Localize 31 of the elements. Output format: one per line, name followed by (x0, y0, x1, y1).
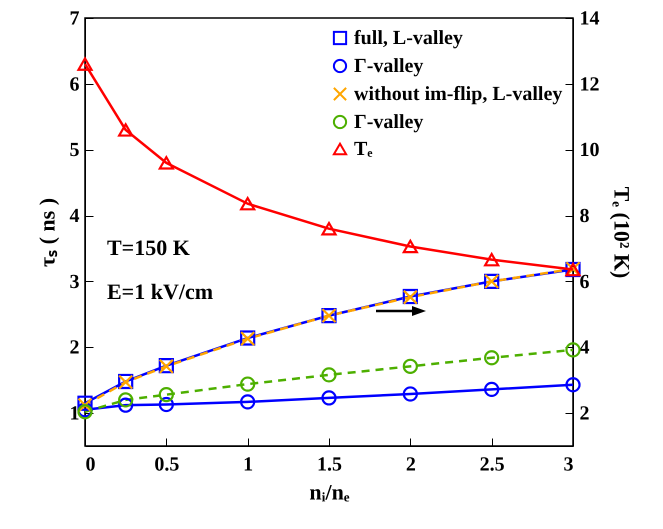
x-tick-label: 0 (86, 454, 96, 476)
y-tick-label: 1 (70, 402, 80, 425)
y2-tick-label: 12 (580, 73, 600, 96)
legend-label: Tₑ (354, 138, 373, 160)
y2-tick-label: 8 (580, 205, 590, 228)
x-tick-label: 1 (243, 454, 254, 476)
legend-label: without im-flip, L-valley (354, 83, 562, 105)
legend-label: full, L-valley (354, 27, 463, 49)
x-tick-label: 0.5 (154, 454, 180, 476)
y-tick-label: 3 (70, 270, 80, 293)
y-tick-label: 5 (70, 139, 80, 162)
y-tick-label: 7 (70, 8, 80, 30)
annotation: E=1 kV/cm (107, 279, 214, 304)
y2-tick-label: 4 (580, 336, 590, 359)
x-tick-label: 3 (564, 454, 574, 476)
x-tick-label: 1.5 (317, 454, 342, 476)
y-tick-label: 6 (70, 73, 80, 96)
x-tick-label: 2 (406, 454, 416, 476)
y2-tick-label: 14 (580, 8, 600, 30)
legend-label: Γ-valley (354, 111, 424, 133)
y2-tick-label: 2 (580, 402, 590, 425)
y-tick-label: 2 (70, 336, 80, 359)
y-tick-label: 4 (70, 205, 80, 228)
y2-tick-label: 10 (580, 139, 600, 162)
annotation: T=150 K (107, 235, 190, 260)
y2-axis-title: Tₑ (10² K) (610, 186, 634, 278)
y2-tick-label: 6 (580, 270, 590, 293)
x-axis-title: nᵢ/nₑ (309, 480, 350, 504)
legend-label: Γ-valley (354, 55, 424, 77)
y-axis-title: τₛ ( ns ) (34, 198, 60, 268)
x-tick-label: 2.5 (480, 454, 505, 476)
